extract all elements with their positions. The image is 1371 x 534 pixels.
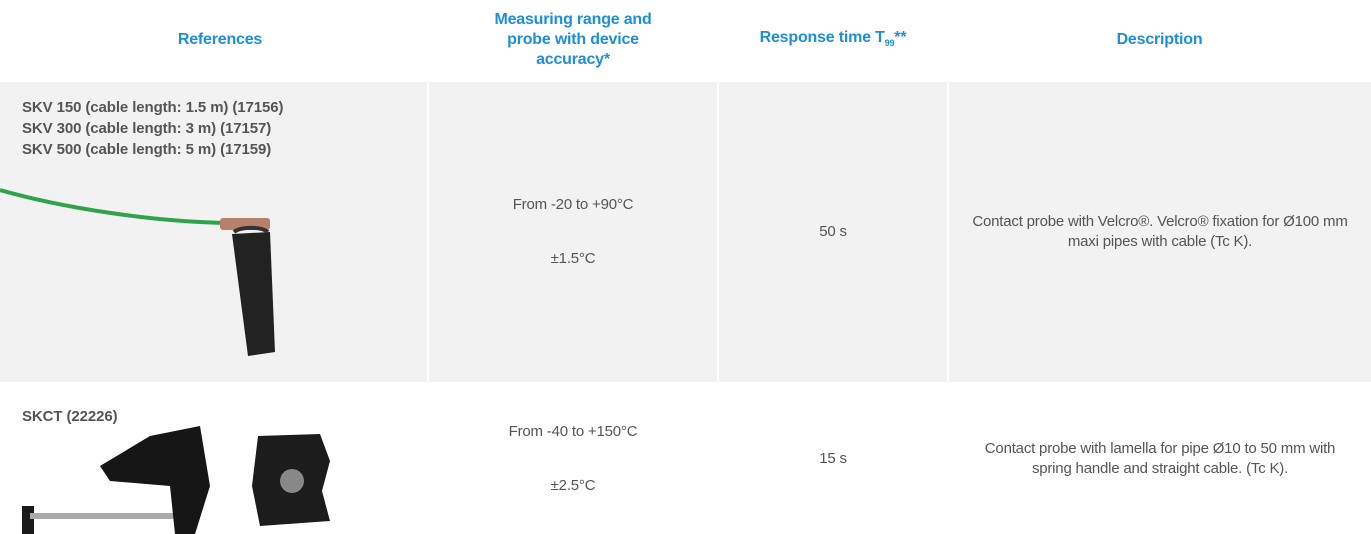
range-cell: From -40 to +150°C ±2.5°C <box>429 384 717 534</box>
probe-image <box>0 188 275 356</box>
range-cell: From -20 to +90°C ±1.5°C <box>429 82 717 382</box>
header-suffix: ** <box>894 28 907 46</box>
response-cell: 15 s <box>719 384 947 534</box>
accuracy: ±2.5°C <box>550 477 596 494</box>
header-text: Response time T99** <box>760 28 907 53</box>
reference-list: SKV 150 (cable length: 1.5 m) (17156) SK… <box>22 97 284 160</box>
header-subscript: 99 <box>884 37 895 48</box>
reference: SKCT (22226) <box>22 408 118 425</box>
range: From -40 to +150°C <box>508 423 638 440</box>
reference: SKV 150 (cable length: 1.5 m) (17156) <box>22 99 284 116</box>
header-text: Response time T <box>759 28 885 46</box>
reference: SKV 300 (cable length: 3 m) (17157) <box>22 120 272 137</box>
range: From -20 to +90°C <box>512 196 634 213</box>
probe-image <box>22 426 330 534</box>
description-cell: Contact probe with lamella for pipe Ø10 … <box>949 384 1371 534</box>
response-time: 15 s <box>819 450 847 467</box>
header-cell: Response time T99** <box>718 0 948 80</box>
header-cell: Measuring range and probe with device ac… <box>428 0 718 80</box>
header-cell: Description <box>948 0 1371 80</box>
response-cell: 50 s <box>719 82 947 382</box>
accuracy: ±1.5°C <box>550 250 596 267</box>
reference-list: SKCT (22226) <box>22 406 118 427</box>
description: Contact probe with lamella for pipe Ø10 … <box>984 440 1336 477</box>
header-cell: References <box>0 0 440 80</box>
header-text: Measuring range and probe with device ac… <box>494 11 652 68</box>
description-cell: Contact probe with Velcro®. Velcro® fixa… <box>949 82 1371 382</box>
response-time: 50 s <box>819 223 847 240</box>
ref-cell <box>0 82 427 382</box>
description: Contact probe with Velcro®. Velcro® fixa… <box>972 213 1348 250</box>
header-text: Description <box>1116 31 1203 48</box>
header-text: References <box>177 31 263 48</box>
reference: SKV 500 (cable length: 5 m) (17159) <box>22 141 272 158</box>
